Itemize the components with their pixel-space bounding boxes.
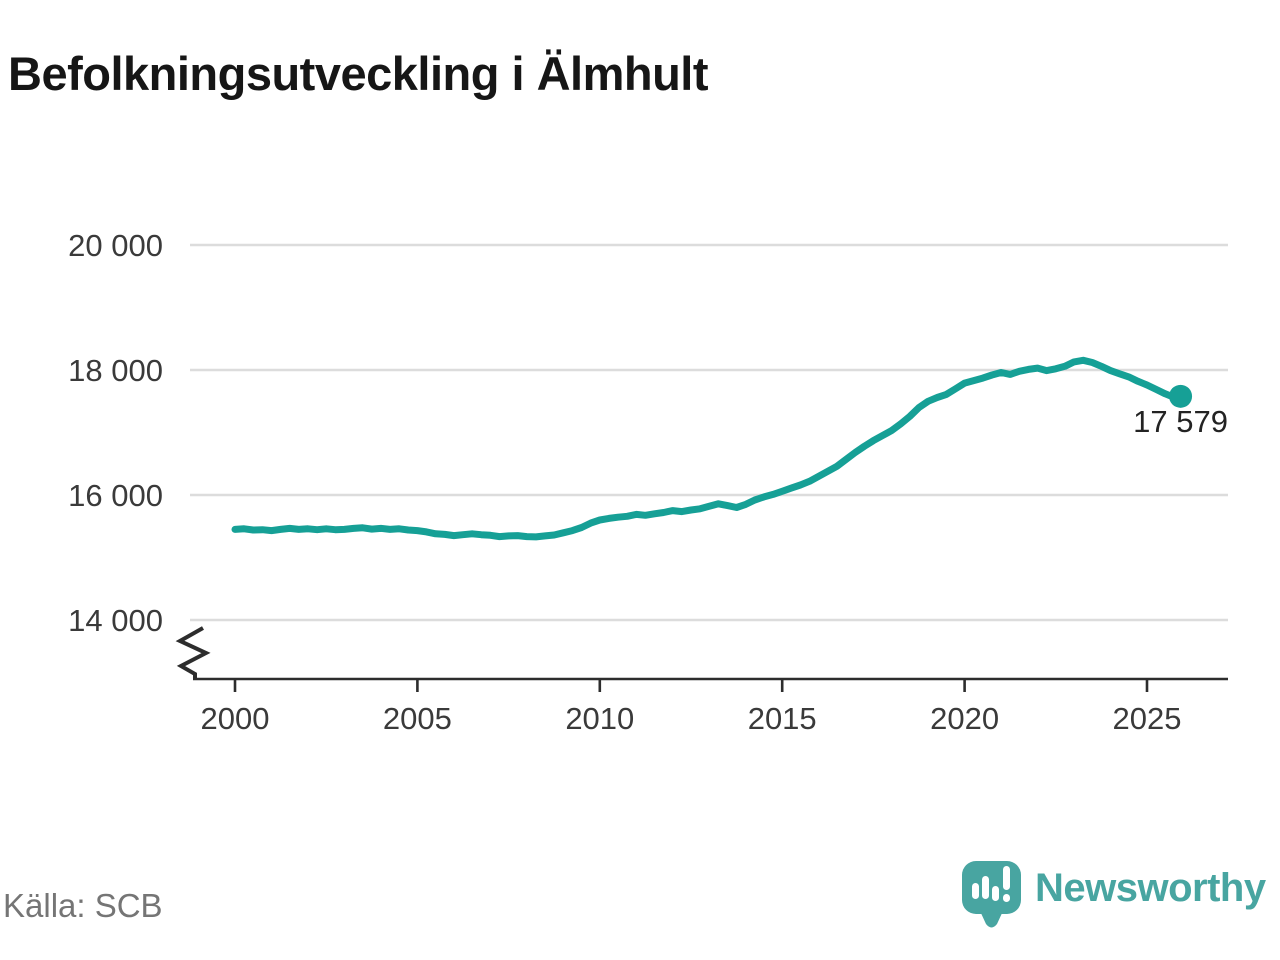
chart-title: Befolkningsutveckling i Älmhult — [8, 47, 709, 100]
axis-break-zigzag — [175, 626, 211, 679]
speech-bubble-bar-chart-icon — [962, 861, 1021, 928]
x-tick-label: 2020 — [930, 701, 1000, 736]
y-tick-label: 18 000 — [68, 353, 163, 388]
end-point-marker — [1169, 384, 1193, 408]
population-line — [231, 356, 1185, 541]
brand-name: Newsworthy — [1035, 866, 1266, 910]
y-tick-label: 14 000 — [68, 603, 163, 638]
x-tick-label: 2010 — [565, 701, 635, 736]
source-label: Källa: SCB — [3, 887, 163, 924]
x-tick-label: 2015 — [747, 701, 817, 736]
y-tick-label: 20 000 — [68, 228, 163, 263]
y-tick-label: 16 000 — [68, 478, 163, 513]
x-tick-label: 2000 — [200, 701, 270, 736]
x-tick-label: 2025 — [1112, 701, 1182, 736]
latest-value-label: 17 579 — [1133, 404, 1228, 440]
x-tick-label: 2005 — [382, 701, 452, 736]
